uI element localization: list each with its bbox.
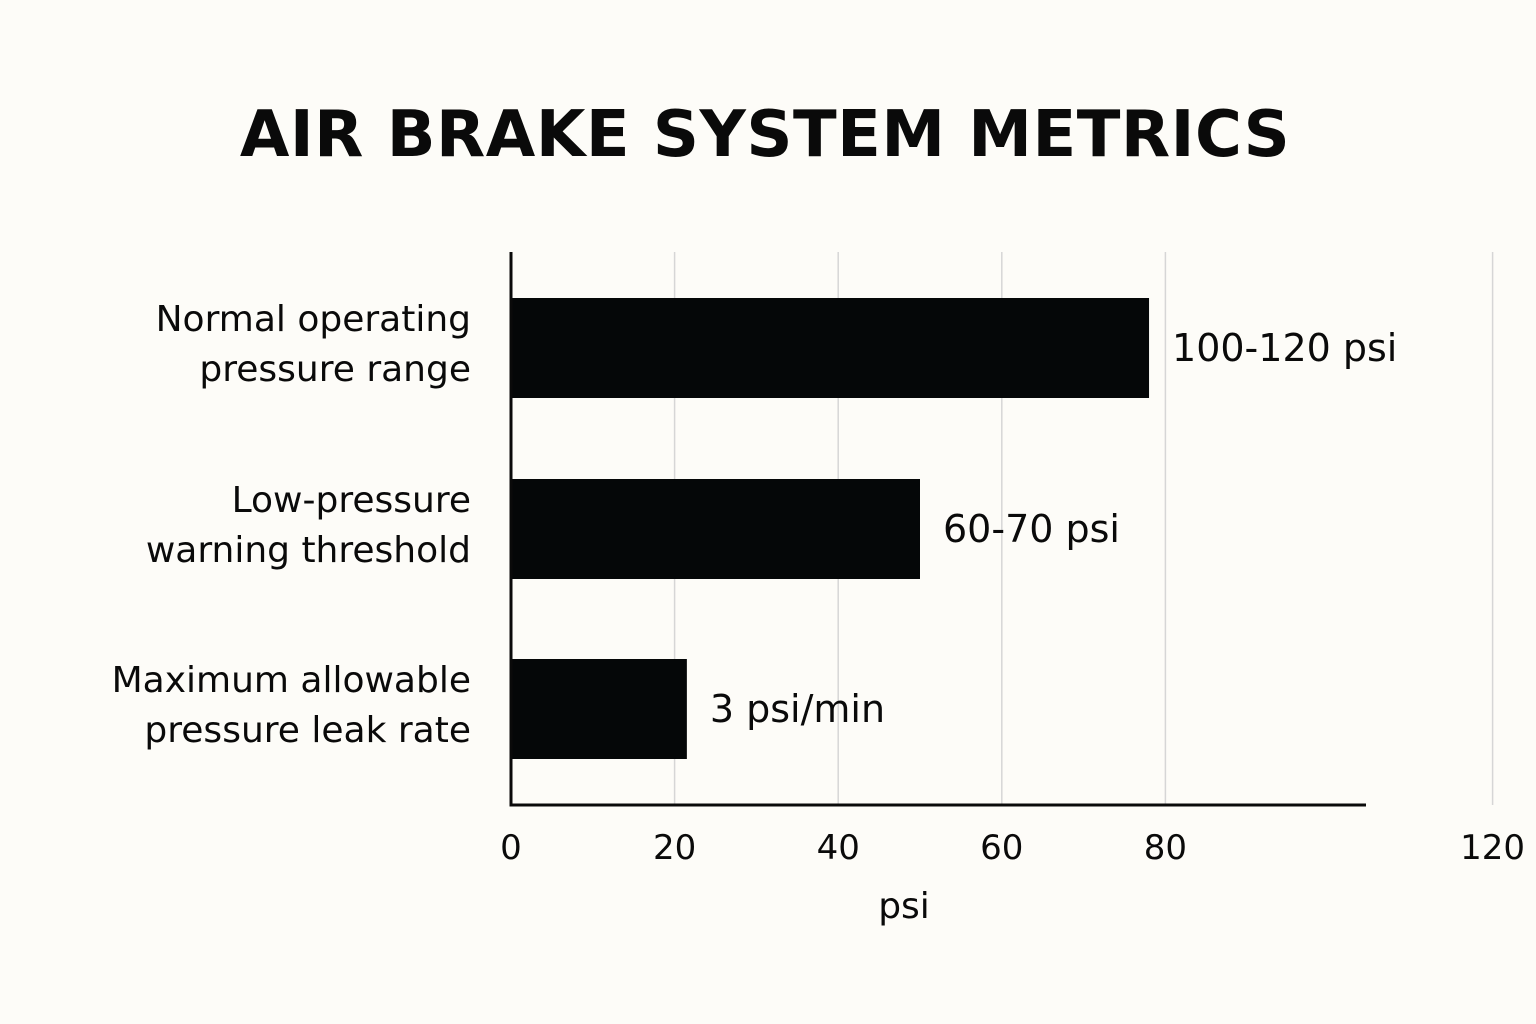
- bar-3: [511, 659, 687, 759]
- x-tick-label-40: 40: [817, 828, 860, 868]
- x-tick-label-0: 0: [500, 828, 522, 868]
- data-label-3: 3 psi/min: [710, 687, 885, 731]
- data-label-2: 60-70 psi: [943, 507, 1120, 551]
- chart-title: AIR BRAKE SYSTEM METRICS: [239, 98, 1291, 172]
- category-label-3: Maximum allowable pressure leak rate: [112, 660, 471, 751]
- bar-2: [511, 479, 920, 579]
- x-tick-label-60: 60: [980, 828, 1023, 868]
- category-label-1: Normal operating pressure range: [156, 299, 471, 390]
- data-label-1: 100-120 psi: [1172, 326, 1397, 370]
- x-axis-title: psi: [878, 886, 930, 927]
- x-tick-label-20: 20: [653, 828, 696, 868]
- x-tick-label-120: 120: [1460, 828, 1525, 868]
- bar-1: [511, 298, 1150, 398]
- x-tick-label-80: 80: [1144, 828, 1187, 868]
- category-label-2: Low-pressure warning threshold: [146, 480, 471, 571]
